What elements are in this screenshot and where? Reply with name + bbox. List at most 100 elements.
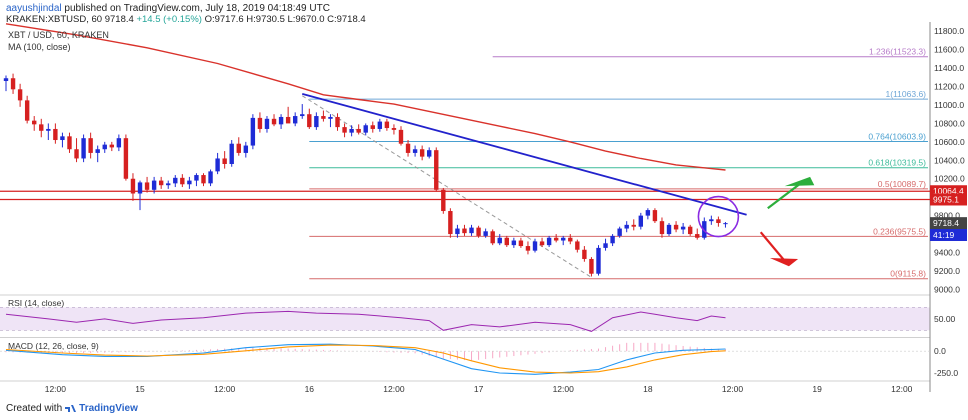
candle-body — [659, 221, 665, 235]
candle-body — [391, 128, 397, 130]
candle-body — [589, 258, 594, 274]
candle-body — [596, 247, 601, 274]
candle-body — [130, 178, 136, 194]
candle-body — [497, 237, 502, 244]
candle-body — [180, 177, 185, 185]
candle-body — [39, 124, 44, 131]
candle-body — [307, 114, 312, 128]
candle-body — [166, 183, 171, 186]
candle-body — [568, 237, 573, 242]
candle-body — [74, 149, 79, 159]
candle-body — [222, 158, 227, 164]
candle-body — [335, 116, 340, 128]
fib-level-label: 0.764(10603.9) — [868, 132, 926, 142]
candle-body — [321, 116, 326, 119]
price-tick-label: 9000.0 — [934, 284, 960, 294]
candle-body — [652, 210, 658, 222]
ohlc-info: KRAKEN:XBTUSD, 60 9718.4 +14.5 (+0.15%) … — [6, 14, 366, 25]
candle-body — [300, 114, 305, 117]
highlight-circle — [697, 195, 740, 238]
price-tick-label: 11800.0 — [934, 26, 964, 36]
fib-level-label: 0.618(10319.5) — [868, 158, 926, 168]
candle-body — [582, 249, 587, 259]
candle-body — [109, 144, 115, 148]
candle-body — [88, 138, 93, 153]
ma-100-line — [5, 23, 726, 171]
rsi-line — [5, 310, 726, 332]
price-tag-bg — [930, 228, 967, 241]
candle-body — [349, 128, 354, 133]
rsi-band — [0, 307, 930, 331]
candle-body — [363, 125, 368, 133]
bullish-arrow-head — [784, 176, 815, 187]
price-tick-label: 10400.0 — [934, 155, 965, 165]
candle-body — [398, 129, 404, 144]
candle-body — [201, 175, 206, 184]
rsi-title: RSI (14, close) — [8, 298, 64, 308]
candle-body — [384, 121, 390, 129]
candle-body — [687, 226, 693, 235]
candle-body — [455, 228, 460, 235]
candle-body — [575, 241, 580, 250]
author-link[interactable]: aayushjindal — [6, 3, 62, 14]
ohlc-values: O:9717.6 H:9730.5 L:9670.0 C:9718.4 — [204, 14, 366, 25]
time-tick-label: 12:00 — [553, 384, 575, 394]
candle-body — [631, 224, 636, 227]
time-tick-label: 16 — [305, 384, 315, 394]
price-tick-label: 9400.0 — [934, 248, 960, 258]
candle-body — [427, 150, 432, 157]
macd-tick-label: -250.0 — [934, 368, 958, 378]
price-tag-label: 9975.1 — [933, 194, 959, 204]
tradingview-brand[interactable]: TradingView — [79, 403, 138, 414]
candle-body — [328, 116, 333, 119]
price-tick-label: 9200.0 — [934, 266, 960, 276]
price-tag-label: 9718.4 — [933, 218, 959, 228]
publish-header: aayushjindal published on TradingView.co… — [0, 0, 968, 25]
candle-body — [17, 89, 23, 101]
fib-level-label: 1.236(11523.3) — [869, 47, 926, 57]
candle-body — [81, 138, 86, 159]
candle-body — [610, 235, 615, 244]
candle-body — [476, 227, 481, 236]
time-tick-label: 18 — [643, 384, 653, 394]
candle-body — [60, 136, 65, 141]
candle-body — [32, 120, 37, 125]
bearish-arrow-head — [769, 258, 799, 267]
time-tick-label: 15 — [135, 384, 145, 394]
price-tick-label: 9800.0 — [934, 211, 960, 221]
candle-body — [462, 228, 467, 234]
chart-title: XBT / USD, 60, KRAKEN — [8, 30, 109, 40]
candle-body — [264, 118, 270, 129]
candle-body — [53, 128, 58, 141]
ma-indicator-label: MA (100, close) — [8, 42, 71, 52]
candle-body — [553, 237, 559, 241]
symbol-label: KRAKEN:XBTUSD, 60 — [6, 14, 103, 25]
candle-body — [215, 158, 220, 172]
price-tick-label: 11000.0 — [934, 100, 964, 110]
macd-tick-label: 0.0 — [934, 346, 946, 356]
candle-body — [173, 177, 178, 184]
publish-info: aayushjindal published on TradingView.co… — [6, 3, 330, 14]
candle-body — [525, 246, 531, 251]
candle-body — [271, 118, 277, 125]
candle-body — [617, 228, 622, 236]
candle-body — [603, 243, 608, 248]
candle-body — [208, 171, 213, 184]
tradingview-logo-icon — [65, 405, 77, 413]
fib-swing-line — [301, 95, 592, 278]
candle-body — [412, 149, 418, 153]
candle-body — [46, 128, 51, 131]
candle-body — [342, 127, 347, 133]
candle-body — [116, 138, 122, 148]
candle-body — [673, 224, 679, 230]
candle-body — [490, 231, 495, 244]
candle-body — [158, 180, 164, 186]
published-text: published on TradingView.com, July 18, 2… — [64, 3, 330, 14]
price-tag-bg — [930, 217, 967, 230]
candle-body — [483, 231, 488, 236]
candle-body — [10, 78, 16, 90]
candle-body — [377, 121, 383, 129]
candle-body — [243, 145, 249, 153]
candle-body — [151, 180, 157, 190]
candle-body — [680, 226, 686, 230]
